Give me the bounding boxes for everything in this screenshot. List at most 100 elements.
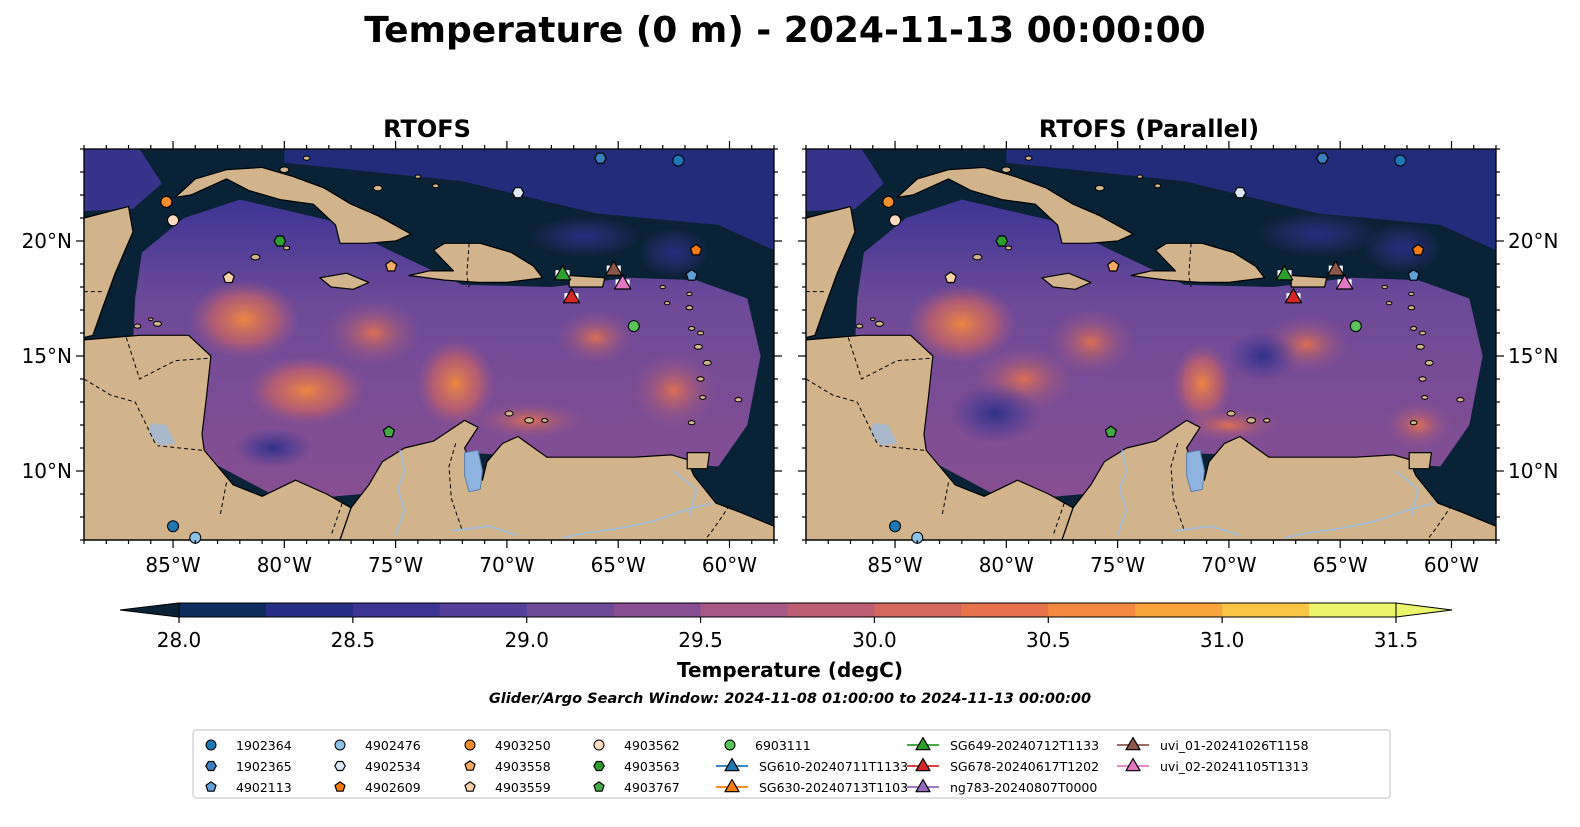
small-island <box>702 359 712 366</box>
land-cuba <box>896 166 1134 244</box>
x-tick-label: 80°W <box>979 553 1034 577</box>
colorbar: 28.0 28.5 29.0 29.5 30.0 30.5 31.0 31.5 <box>119 602 1453 652</box>
legend-label: 4903563 <box>624 759 680 774</box>
country-border <box>704 505 730 541</box>
legend-item: 4903563 <box>593 759 680 774</box>
land-hispaniola <box>408 242 544 283</box>
atlantic-cool-band <box>1006 149 1496 251</box>
small-island <box>504 410 514 417</box>
axes: 85°W 80°W 75°W 70°W 65°W 60°W 10°N 15°N 20°N <box>798 141 1558 577</box>
x-tick-label: 70°W <box>479 553 534 577</box>
y-tick-label: 10°N <box>1508 459 1558 483</box>
country-border <box>125 337 209 380</box>
colorbar-bin <box>526 603 615 617</box>
colorbar-bin <box>874 603 962 617</box>
small-island <box>1094 184 1105 192</box>
legend-item: 4902534 <box>334 759 421 774</box>
colorbar-bin <box>1048 603 1136 617</box>
land-trinidad <box>686 452 711 470</box>
country-border <box>1052 503 1065 536</box>
lake-nicaragua <box>148 422 176 446</box>
legend-item: 4903559 <box>464 780 551 795</box>
river <box>1173 525 1241 537</box>
colorbar-bin <box>265 603 354 617</box>
map-panel-rtofs-parallel: RTOFS (Parallel) 85°W 80°W 75°W 70°W 65°W 60°… <box>798 115 1558 577</box>
warm-eddy <box>1045 307 1136 378</box>
y-tick-label: 15°N <box>1508 344 1558 368</box>
river <box>394 450 406 536</box>
small-island <box>686 291 693 297</box>
country-border <box>1170 443 1185 531</box>
small-island <box>696 376 705 382</box>
colorbar-frame <box>178 602 1397 618</box>
legend-item: 6903111 <box>724 738 811 753</box>
legend-marker <box>915 757 931 772</box>
colorbar-bin <box>1309 603 1397 617</box>
country-border <box>448 443 463 531</box>
legend-item: SG630-20240713T1103 <box>716 778 908 795</box>
argo-float-1902365 <box>1316 152 1329 164</box>
argo-float-4903563 <box>273 235 287 247</box>
colorbar-bin <box>787 603 875 617</box>
small-island <box>693 343 703 350</box>
legend-item: ng783-20240807T0000 <box>907 778 1097 795</box>
x-tick-label: 65°W <box>1313 553 1368 577</box>
warm-eddy <box>1383 400 1454 450</box>
x-tick-label: 60°W <box>702 553 757 577</box>
small-island <box>1418 330 1427 336</box>
colorbar-bin <box>439 603 528 617</box>
country-border <box>157 445 203 451</box>
legend-item: 4903562 <box>593 738 680 753</box>
small-island <box>1246 417 1257 424</box>
small-island <box>663 300 671 306</box>
x-tick-label: 85°W <box>145 553 200 577</box>
country-border <box>466 243 470 288</box>
cool-eddy <box>638 227 709 278</box>
warm-eddy <box>906 283 1017 364</box>
colorbar-bin <box>1135 603 1223 617</box>
small-island <box>699 394 707 400</box>
small-island <box>1421 394 1429 400</box>
country-border <box>330 503 343 536</box>
small-island <box>685 305 694 311</box>
warm-eddy <box>555 309 636 366</box>
map-panel-rtofs: RTOFS 85°W 80°W 75°W 70°W 65°W 60°W 10°N 15°N 20… <box>22 115 782 577</box>
legend-item: 4902113 <box>205 780 292 795</box>
land-puertorico <box>1290 274 1328 288</box>
legend-label: SG649-20240712T1133 <box>950 738 1099 753</box>
argo-float-4903559 <box>944 271 957 284</box>
argo-float-4902609 <box>1411 243 1425 256</box>
small-island <box>1385 300 1393 306</box>
argo-float-1902365 <box>594 152 607 164</box>
argo-float-4903563 <box>995 235 1009 247</box>
x-tick-label: 85°W <box>867 553 922 577</box>
small-island <box>541 417 549 423</box>
colorbar-tick-label: 31.0 <box>1200 628 1245 652</box>
small-island <box>1424 359 1434 366</box>
legend-marker <box>593 739 605 751</box>
country-border <box>805 378 878 444</box>
warm-eddy <box>246 355 367 426</box>
small-island <box>687 420 696 426</box>
cool-eddy <box>950 383 1041 444</box>
legend: 1902364 1902365 4902113 4902476 4902534 49026… <box>192 729 1391 799</box>
legend-label: 4903558 <box>495 759 551 774</box>
argo-float-4902113 <box>1407 269 1420 281</box>
glider-uvi_01-20241026T1158 <box>1326 260 1345 276</box>
map-frame <box>805 148 1497 541</box>
legend-item: uvi_01-20241026T1158 <box>1117 736 1309 753</box>
small-island <box>1408 291 1415 297</box>
legend-label: SG630-20240713T1103 <box>759 780 908 795</box>
small-island <box>1001 166 1012 173</box>
glider-uvi_02-20241105T1313 <box>1335 274 1354 290</box>
small-island <box>133 323 142 329</box>
legend-item: 1902364 <box>205 738 292 753</box>
legend-marker <box>205 760 217 772</box>
argo-float-4903562 <box>889 214 902 227</box>
colorbar-bin <box>613 603 702 617</box>
small-island <box>1407 305 1416 311</box>
argo-float-4903558 <box>1107 259 1120 272</box>
search-window-text: Glider/Argo Search Window: 2024-11-08 01… <box>489 691 1091 707</box>
argo-float-4902113 <box>685 269 698 281</box>
colorbar-bin <box>352 603 441 617</box>
